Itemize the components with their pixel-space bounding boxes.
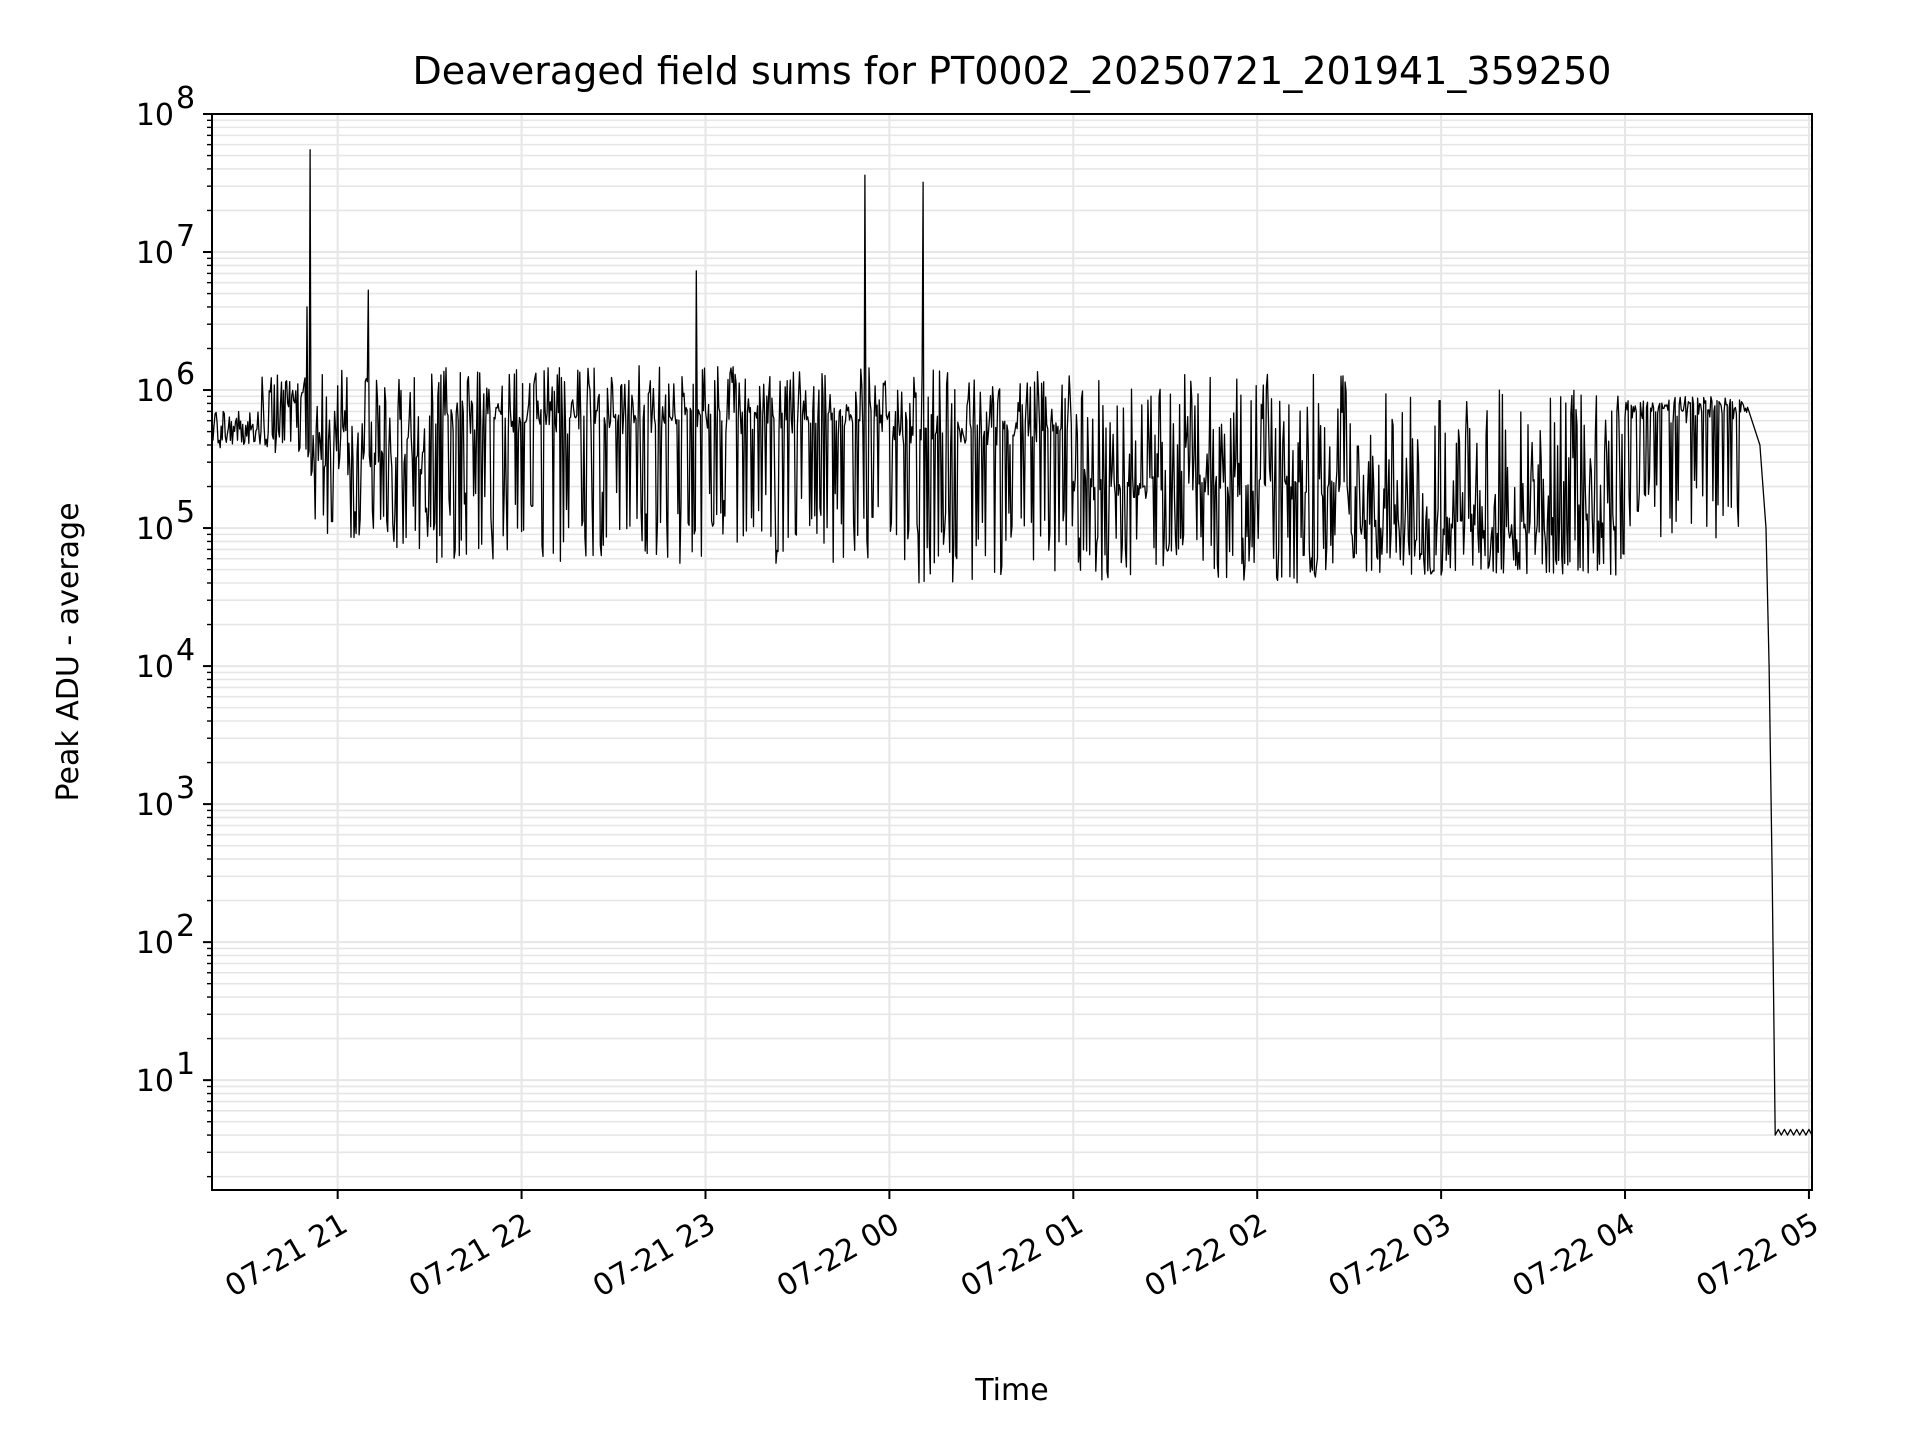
y-tick-label: 10	[136, 788, 174, 823]
y-tick-label-exponent: 3	[176, 771, 195, 806]
y-tick-label-exponent: 1	[176, 1047, 195, 1082]
y-axis-label: Peak ADU - average	[51, 502, 86, 801]
y-tick-label-exponent: 4	[176, 633, 195, 668]
y-tick-label: 10	[136, 650, 174, 685]
plot-background	[212, 114, 1812, 1190]
y-tick-label: 10	[136, 512, 174, 547]
y-tick-label-exponent: 8	[176, 81, 195, 116]
y-tick-label: 10	[136, 98, 174, 133]
y-tick-label: 10	[136, 1064, 174, 1099]
y-tick-label: 10	[136, 374, 174, 409]
grid	[212, 114, 1812, 1190]
series-line	[211, 149, 1813, 1136]
plot-area	[211, 113, 1813, 1191]
x-axis-label: Time	[974, 1373, 1048, 1408]
y-tick-label-exponent: 5	[176, 495, 195, 530]
y-tick-label-exponent: 7	[176, 219, 195, 254]
series-layer	[211, 149, 1813, 1136]
chart-title: Deaveraged field sums for PT0002_2025072…	[413, 49, 1612, 93]
y-tick-label: 10	[136, 236, 174, 271]
y-tick-label-exponent: 6	[176, 357, 195, 392]
y-tick-label-exponent: 2	[176, 909, 195, 944]
plot-frame	[211, 113, 1813, 1191]
y-tick-label: 10	[136, 926, 174, 961]
